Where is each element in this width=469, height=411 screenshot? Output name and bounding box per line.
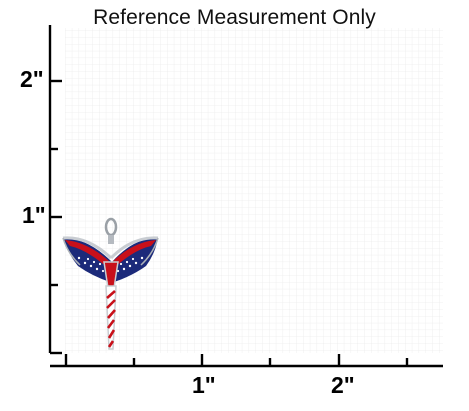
page-title: Reference Measurement Only: [93, 6, 376, 29]
x-label-1in: 1": [192, 372, 216, 398]
x-axis: [50, 354, 443, 368]
y-axis: [48, 25, 62, 355]
y-label-2in: 2": [20, 66, 44, 92]
grid: [65, 28, 443, 353]
y-label-1in: 1": [22, 202, 46, 228]
x-label-2in: 2": [331, 372, 355, 398]
